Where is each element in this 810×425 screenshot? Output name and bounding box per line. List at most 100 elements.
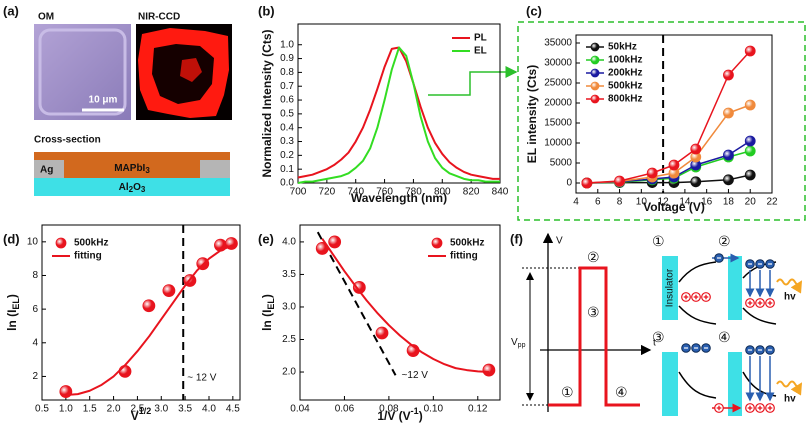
legend-swatch <box>590 42 600 52</box>
photon-emission <box>776 278 803 294</box>
scale-bar-label: 10 μm <box>89 95 118 106</box>
zoom-arrow <box>428 66 518 96</box>
electron <box>755 345 765 355</box>
label-part: 3 <box>141 185 146 194</box>
y-tick-label: 35000 <box>544 38 572 49</box>
x-tick-label: 2.5 <box>130 404 144 415</box>
y-axis-title: EL intensity (Cts) <box>525 65 539 163</box>
x-axis-title: V1/2 <box>131 406 152 423</box>
photon-emission <box>776 380 803 396</box>
hole <box>765 403 775 413</box>
state-label: ③ <box>652 330 665 346</box>
om-device-outline <box>38 28 127 116</box>
y-tick-label: 5000 <box>550 158 573 169</box>
highlight-box <box>517 21 806 221</box>
hole <box>691 292 701 302</box>
y-tick-label: 10 <box>27 236 39 247</box>
vpp-label: Vpp <box>511 337 526 349</box>
band-edge <box>742 307 777 325</box>
y-tick-label: 10000 <box>544 138 572 149</box>
legend-swatch <box>55 237 67 249</box>
y-axis-title: ln (IEL) <box>260 294 276 331</box>
x-tick-label: 0.10 <box>424 404 444 415</box>
y-tick-label: 0 <box>566 178 572 189</box>
state-label: ① <box>652 234 665 250</box>
data-point <box>744 135 756 147</box>
legend-label: 500kHz <box>74 238 108 249</box>
y-tick-label: 6 <box>32 304 38 315</box>
perovskite-label: MAPbI3 <box>114 163 150 175</box>
label-part: ln (I <box>5 310 19 331</box>
pulse-waveform <box>548 266 640 407</box>
hole <box>681 292 691 302</box>
x-tick-label: 0.06 <box>335 404 355 415</box>
plot-frame <box>575 34 773 194</box>
label-part: MAPbI <box>114 163 145 174</box>
label-part: EL <box>11 298 21 310</box>
legend-label: EL <box>474 46 487 57</box>
data-point <box>59 385 73 398</box>
nir-spot <box>180 58 202 82</box>
x-tick-label: 12 <box>658 197 670 208</box>
data-point <box>744 45 756 57</box>
electron <box>765 259 775 269</box>
v-axis-label: V <box>556 236 563 247</box>
label-part: EL <box>266 298 276 310</box>
x-tick-label: 840 <box>492 187 509 198</box>
y-tick-label: 2.5 <box>282 334 296 345</box>
om-image <box>34 24 131 120</box>
hole <box>755 298 765 308</box>
x-tick-label: 3.5 <box>178 404 192 415</box>
data-point <box>352 281 366 294</box>
y-tick-label: 0.0 <box>280 178 294 189</box>
label-part: -1 <box>411 406 419 416</box>
data-point <box>723 174 734 186</box>
legend-swatch <box>431 237 443 249</box>
legend-label: 100kHz <box>608 55 642 66</box>
panel-label: (b) <box>258 3 275 18</box>
hole <box>745 403 755 413</box>
hole <box>714 403 724 413</box>
series-line <box>297 46 500 184</box>
guide-line <box>316 231 397 376</box>
chart: (d) 0.5 1.0 1.5 2.0 2.5 3.0 3.5 4.0 4.5 2 4 6 8 10 V1/2… <box>3 224 241 423</box>
y-tick-label: 0.6 <box>280 95 294 106</box>
x-tick-label: 18 <box>723 197 735 208</box>
x-tick-label: 760 <box>376 187 393 198</box>
data-point <box>744 99 756 111</box>
x-tick-label: 740 <box>347 187 364 198</box>
hole <box>701 292 711 302</box>
panel-label: (c) <box>526 3 542 18</box>
chart: (b) 700 720 740 760 780 800 820 840 0.0 0.1 0.2 0.3 0… <box>258 3 509 205</box>
band-edge <box>678 371 717 399</box>
plot-frame <box>299 224 501 401</box>
y-tick-label: 15000 <box>544 118 572 129</box>
x-tick-label: 10 <box>636 197 648 208</box>
y-tick-label: 25000 <box>544 78 572 89</box>
y-tick-label: 4.0 <box>282 237 296 248</box>
photon-label: hv <box>784 394 796 405</box>
y-tick-label: 30000 <box>544 58 572 69</box>
legend-swatch <box>590 55 600 65</box>
cross-section-title: Cross-section <box>34 135 101 146</box>
nir-title: NIR-CCD <box>138 12 180 23</box>
label-part: V <box>511 337 518 348</box>
legend-label: fitting <box>450 251 478 262</box>
electron <box>691 343 701 353</box>
x-tick-label: 8 <box>617 197 623 208</box>
chart: (e) 0.04 0.06 0.08 0.10 0.12 2.0 2.5 3.0 3.5 4.0 1/… <box>258 224 501 423</box>
legend-label: 50kHz <box>608 42 637 53</box>
label-part: 3 <box>145 166 150 175</box>
insulator-block <box>662 256 678 320</box>
x-tick-label: 800 <box>434 187 451 198</box>
y-tick-label: 0.5 <box>280 109 294 120</box>
band-edge <box>678 305 717 325</box>
x-tick-label: 16 <box>701 197 713 208</box>
label-part: 2 <box>129 185 134 194</box>
label-part: V <box>131 409 139 423</box>
insulator-block <box>728 256 742 320</box>
y-tick-label: 2.0 <box>282 367 296 378</box>
chart: (c) 4 6 8 10 12 14 16 18 20 22 0 5000 10000 15000 20000… <box>525 3 778 214</box>
